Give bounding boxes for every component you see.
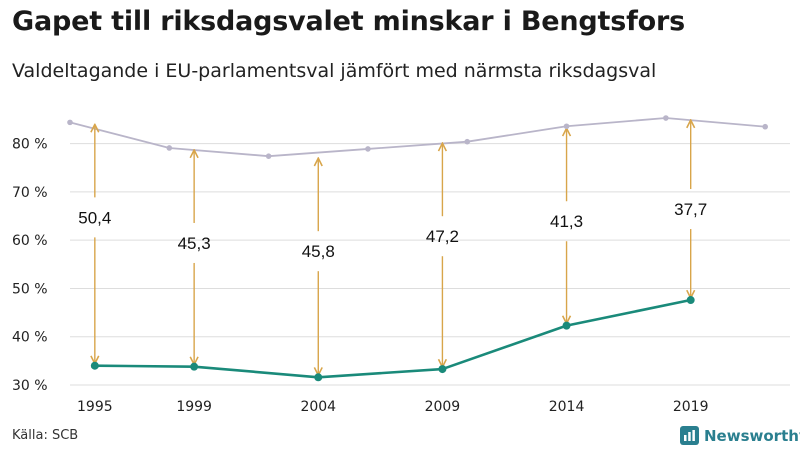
x-tick-label: 2019: [673, 399, 709, 415]
gap-value-label: 50,4: [78, 208, 111, 227]
gap-value-label: 45,3: [178, 234, 211, 253]
gap-value-label: 45,8: [302, 242, 335, 261]
riksdag-series-line: [69, 117, 766, 158]
eu-data-point: [314, 373, 323, 382]
riksdag-data-point: [265, 153, 272, 159]
newsworthy-logo-icon: [680, 426, 699, 445]
riksdag-data-point: [464, 138, 471, 145]
riksdag-data-point: [563, 123, 570, 130]
y-tick-label: 60 %: [12, 233, 48, 249]
eu-data-point: [90, 361, 99, 370]
brand-logo: Newsworthy: [680, 426, 800, 445]
x-tick-label: 1999: [176, 399, 212, 415]
x-tick-label: 1995: [77, 399, 113, 415]
eu-data-point: [562, 321, 571, 330]
riksdag-data-point: [762, 123, 768, 130]
y-tick-label: 30 %: [12, 378, 48, 394]
eu-data-point: [190, 362, 199, 371]
gap-value-label: 41,3: [550, 212, 583, 231]
riksdag-data-point: [166, 145, 173, 151]
gap-value-label: 47,2: [426, 227, 459, 246]
riksdag-data-point: [67, 119, 73, 126]
eu-data-point: [686, 296, 695, 305]
riksdag-data-point: [365, 146, 371, 152]
chart-title: Gapet till riksdagsvalet minskar i Bengt…: [12, 6, 685, 37]
y-tick-label: 80 %: [12, 137, 48, 153]
y-tick-label: 50 %: [12, 281, 48, 297]
source-note: Källa: SCB: [12, 428, 79, 443]
y-tick-label: 70 %: [12, 185, 48, 201]
eu-data-point: [438, 365, 447, 374]
x-tick-label: 2004: [300, 399, 336, 415]
gap-value-label: 37,7: [674, 200, 707, 219]
eu-series-line: [94, 298, 691, 379]
y-tick-label: 40 %: [12, 330, 48, 346]
riksdag-data-point: [663, 115, 669, 121]
chart-subtitle: Valdeltagande i EU-parlamentsval jämfört…: [12, 60, 657, 82]
x-tick-label: 2009: [425, 399, 461, 415]
brand-name: Newsworthy: [704, 426, 800, 445]
x-tick-label: 2014: [549, 399, 585, 415]
